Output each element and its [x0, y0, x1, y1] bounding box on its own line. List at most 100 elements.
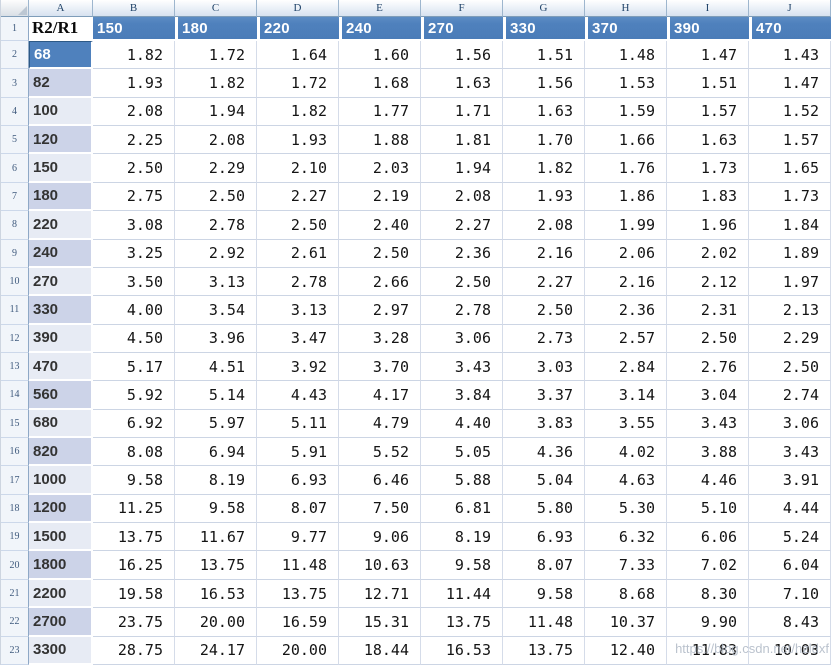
cell-G8[interactable]: 2.08 — [503, 211, 585, 240]
row-header-6[interactable]: 6 — [1, 154, 29, 183]
cell-E21[interactable]: 12.71 — [339, 579, 421, 609]
cell-D21[interactable]: 13.75 — [257, 579, 339, 609]
cell-G2[interactable]: 1.51 — [503, 41, 585, 70]
column-header-D[interactable]: D — [257, 0, 339, 17]
cell-G13[interactable]: 3.03 — [503, 352, 585, 382]
cell-D16[interactable]: 5.91 — [257, 438, 339, 467]
cell-I5[interactable]: 1.63 — [667, 126, 749, 155]
cell-F8[interactable]: 2.27 — [421, 211, 503, 240]
cell-I10[interactable]: 2.12 — [667, 267, 749, 297]
cell-E23[interactable]: 18.44 — [339, 636, 421, 665]
row-header-5[interactable]: 5 — [1, 126, 29, 155]
cell-F11[interactable]: 2.78 — [421, 296, 503, 325]
cell-D15[interactable]: 5.11 — [257, 409, 339, 439]
row-header-8[interactable]: 8 — [1, 211, 29, 240]
cell-F5[interactable]: 1.81 — [421, 126, 503, 155]
cell-D9[interactable]: 2.61 — [257, 239, 339, 268]
cell-A4[interactable]: 100 — [29, 97, 93, 127]
row-header-15[interactable]: 15 — [1, 409, 29, 439]
cell-A11[interactable]: 330 — [29, 296, 93, 325]
column-header-J[interactable]: J — [749, 0, 831, 17]
cell-J5[interactable]: 1.57 — [749, 126, 831, 155]
cell-E1[interactable]: 240 — [339, 17, 421, 41]
cell-E9[interactable]: 2.50 — [339, 239, 421, 268]
cell-F7[interactable]: 2.08 — [421, 182, 503, 212]
row-header-10[interactable]: 10 — [1, 267, 29, 297]
cell-D14[interactable]: 4.43 — [257, 381, 339, 410]
cell-B16[interactable]: 8.08 — [93, 438, 175, 467]
cell-H23[interactable]: 12.40 — [585, 636, 667, 665]
cell-E14[interactable]: 4.17 — [339, 381, 421, 410]
cell-C23[interactable]: 24.17 — [175, 636, 257, 665]
cell-D8[interactable]: 2.50 — [257, 211, 339, 240]
cell-I16[interactable]: 3.88 — [667, 438, 749, 467]
cell-C3[interactable]: 1.82 — [175, 69, 257, 98]
cell-J9[interactable]: 1.89 — [749, 239, 831, 268]
cell-D18[interactable]: 8.07 — [257, 494, 339, 524]
cell-C8[interactable]: 2.78 — [175, 211, 257, 240]
column-header-E[interactable]: E — [339, 0, 421, 17]
cell-G20[interactable]: 8.07 — [503, 551, 585, 580]
cell-G3[interactable]: 1.56 — [503, 69, 585, 98]
cell-J20[interactable]: 6.04 — [749, 551, 831, 580]
cell-A14[interactable]: 560 — [29, 381, 93, 410]
cell-J10[interactable]: 1.97 — [749, 267, 831, 297]
cell-F13[interactable]: 3.43 — [421, 352, 503, 382]
cell-B9[interactable]: 3.25 — [93, 239, 175, 268]
cell-J15[interactable]: 3.06 — [749, 409, 831, 439]
cell-J23[interactable]: 10.03 — [749, 636, 831, 665]
cell-D22[interactable]: 16.59 — [257, 608, 339, 637]
row-header-18[interactable]: 18 — [1, 494, 29, 524]
cell-C1[interactable]: 180 — [175, 17, 257, 41]
cell-G9[interactable]: 2.16 — [503, 239, 585, 268]
row-header-2[interactable]: 2 — [1, 41, 29, 70]
cell-E8[interactable]: 2.40 — [339, 211, 421, 240]
cell-A9[interactable]: 240 — [29, 239, 93, 268]
row-header-13[interactable]: 13 — [1, 352, 29, 382]
cell-G6[interactable]: 1.82 — [503, 154, 585, 183]
row-header-17[interactable]: 17 — [1, 466, 29, 495]
cell-C21[interactable]: 16.53 — [175, 579, 257, 609]
cell-I7[interactable]: 1.83 — [667, 182, 749, 212]
cell-D7[interactable]: 2.27 — [257, 182, 339, 212]
cell-J11[interactable]: 2.13 — [749, 296, 831, 325]
cell-G1[interactable]: 330 — [503, 17, 585, 41]
cell-F14[interactable]: 3.84 — [421, 381, 503, 410]
cell-E19[interactable]: 9.06 — [339, 523, 421, 552]
cell-G22[interactable]: 11.48 — [503, 608, 585, 637]
cell-C9[interactable]: 2.92 — [175, 239, 257, 268]
row-header-1[interactable]: 1 — [1, 17, 29, 41]
cell-C19[interactable]: 11.67 — [175, 523, 257, 552]
cell-C6[interactable]: 2.29 — [175, 154, 257, 183]
cell-A23[interactable]: 3300 — [29, 636, 93, 665]
cell-E22[interactable]: 15.31 — [339, 608, 421, 637]
cell-E12[interactable]: 3.28 — [339, 324, 421, 353]
cell-C4[interactable]: 1.94 — [175, 97, 257, 127]
cell-I12[interactable]: 2.50 — [667, 324, 749, 353]
cell-G16[interactable]: 4.36 — [503, 438, 585, 467]
cell-J14[interactable]: 2.74 — [749, 381, 831, 410]
cell-J2[interactable]: 1.43 — [749, 41, 831, 70]
cell-F23[interactable]: 16.53 — [421, 636, 503, 665]
cell-B15[interactable]: 6.92 — [93, 409, 175, 439]
cell-I8[interactable]: 1.96 — [667, 211, 749, 240]
cell-A21[interactable]: 2200 — [29, 579, 93, 609]
row-header-3[interactable]: 3 — [1, 69, 29, 98]
row-header-23[interactable]: 23 — [1, 636, 29, 665]
cell-I19[interactable]: 6.06 — [667, 523, 749, 552]
cell-B23[interactable]: 28.75 — [93, 636, 175, 665]
cell-A13[interactable]: 470 — [29, 352, 93, 382]
cell-G19[interactable]: 6.93 — [503, 523, 585, 552]
cell-A22[interactable]: 2700 — [29, 608, 93, 637]
cell-F15[interactable]: 4.40 — [421, 409, 503, 439]
cell-A15[interactable]: 680 — [29, 409, 93, 439]
cell-C7[interactable]: 2.50 — [175, 182, 257, 212]
column-header-H[interactable]: H — [585, 0, 667, 17]
row-header-14[interactable]: 14 — [1, 381, 29, 410]
row-header-22[interactable]: 22 — [1, 608, 29, 637]
cell-I17[interactable]: 4.46 — [667, 466, 749, 495]
cell-B10[interactable]: 3.50 — [93, 267, 175, 297]
row-header-16[interactable]: 16 — [1, 438, 29, 467]
cell-I21[interactable]: 8.30 — [667, 579, 749, 609]
cell-B18[interactable]: 11.25 — [93, 494, 175, 524]
